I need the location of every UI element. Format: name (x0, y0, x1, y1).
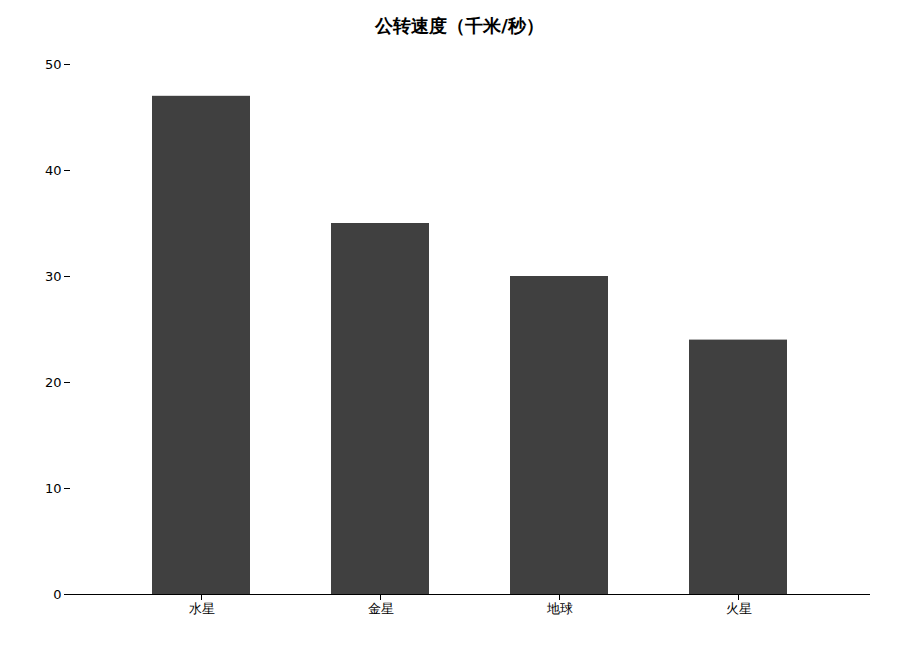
svg-text:0: 0 (53, 587, 61, 602)
svg-text:30: 30 (44, 269, 61, 284)
html-text:公转速度（千米/秒）: 公转速度（千米/秒） (375, 15, 544, 36)
svg-text:水星: 水星 (188, 601, 214, 616)
svg-text:火星: 火星 (725, 601, 751, 616)
svg-text:金星: 金星 (367, 601, 393, 616)
svg-text:10: 10 (44, 481, 61, 496)
svg-text:40: 40 (44, 163, 61, 178)
svg-text:20: 20 (44, 375, 61, 390)
svg-text:地球: 地球 (545, 601, 572, 616)
svg-text:50: 50 (44, 57, 61, 72)
